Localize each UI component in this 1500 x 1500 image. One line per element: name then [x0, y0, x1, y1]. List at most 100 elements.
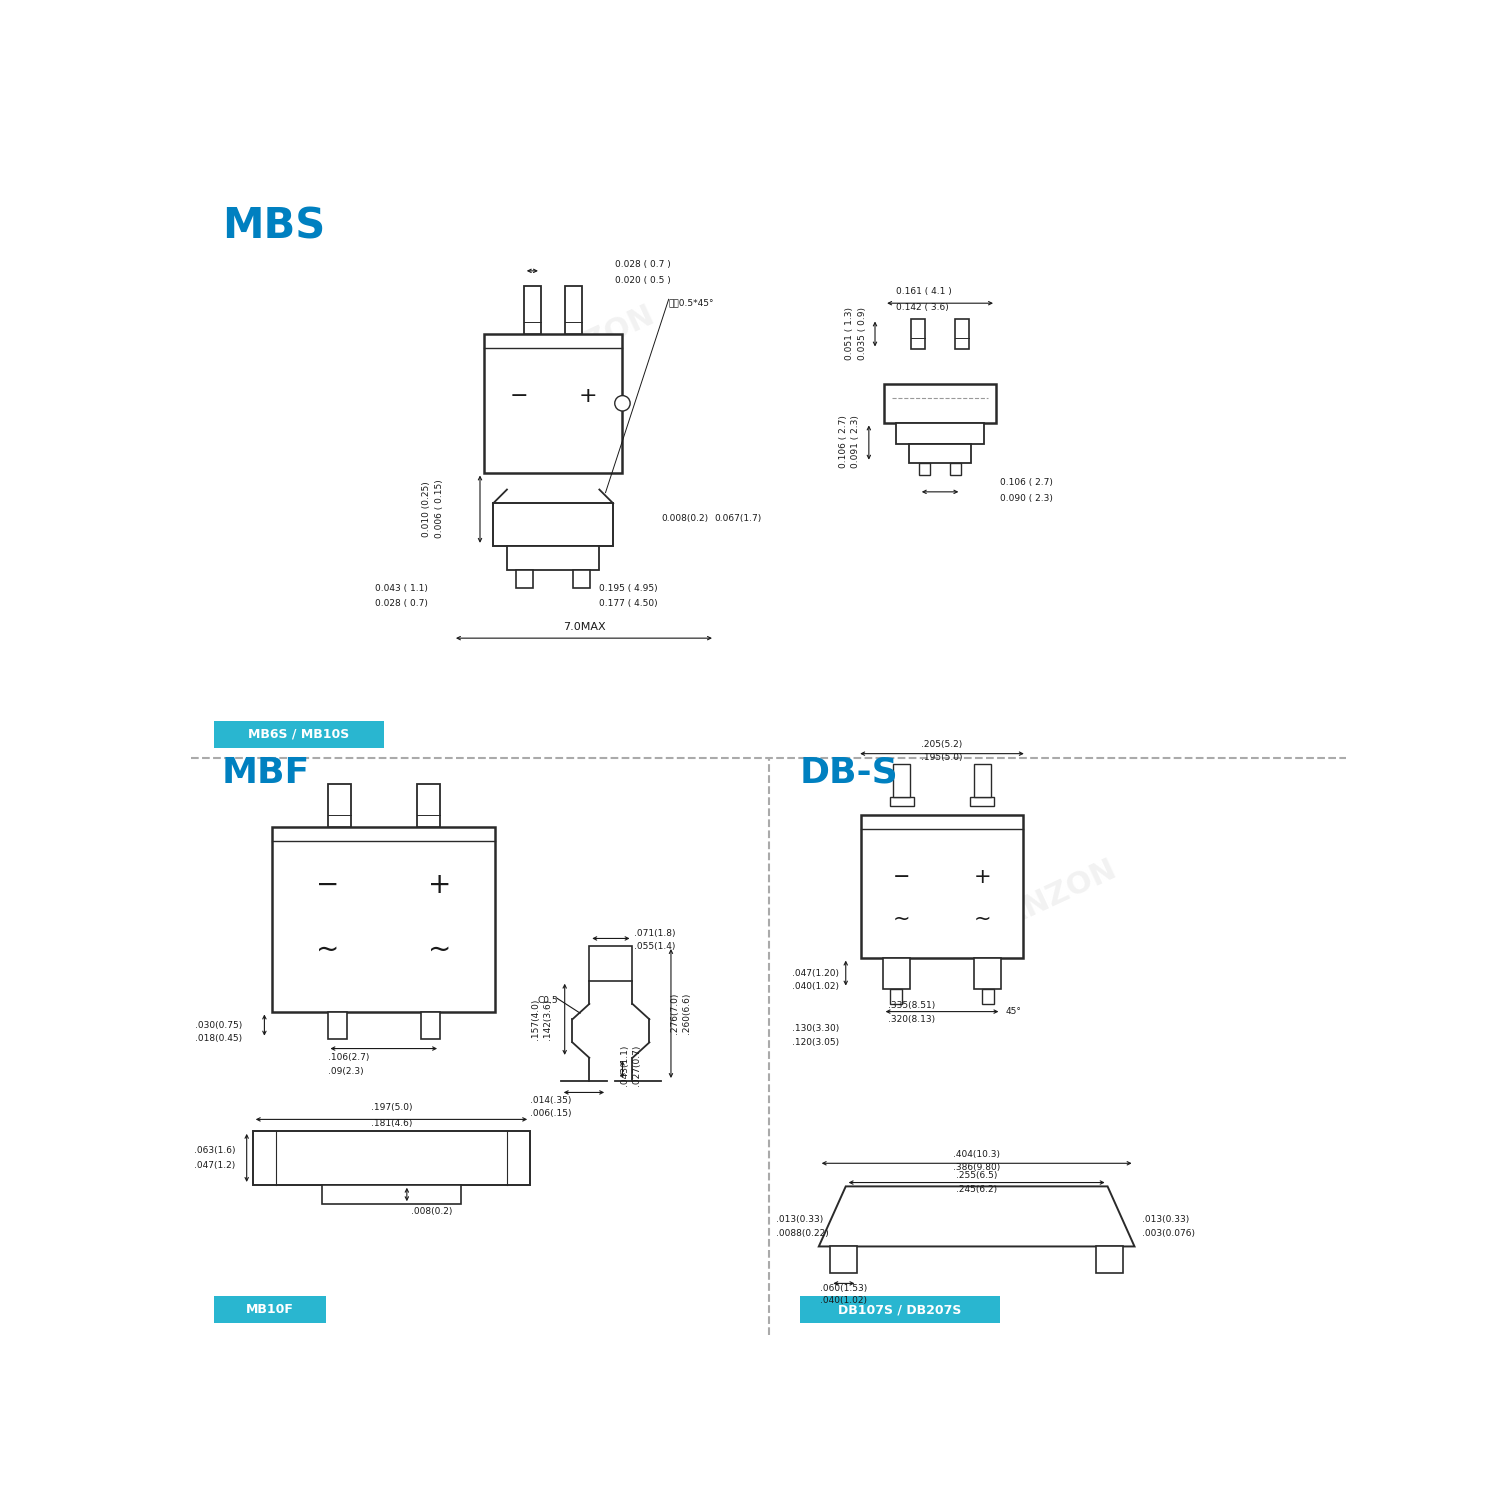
Text: 0.067(1.7): 0.067(1.7) [716, 514, 762, 523]
Bar [956, 318, 969, 350]
Text: .157(4.0): .157(4.0) [531, 999, 540, 1039]
Text: −: − [892, 867, 910, 886]
Bar [272, 827, 495, 1011]
Text: +: + [579, 386, 597, 405]
Text: MBS: MBS [222, 206, 326, 248]
Text: .030(0.75): .030(0.75) [195, 1022, 243, 1031]
Text: .013(0.33): .013(0.33) [1142, 1215, 1190, 1224]
Text: .006(.15): .006(.15) [530, 1108, 572, 1118]
Bar [573, 570, 590, 588]
Text: C0.5: C0.5 [537, 996, 558, 1005]
Text: .014(.35): .014(.35) [530, 1095, 572, 1104]
Circle shape [615, 396, 630, 411]
Text: ~: ~ [429, 936, 451, 964]
Bar [882, 957, 909, 988]
Bar [327, 784, 351, 826]
Text: .404(10.3): .404(10.3) [952, 1149, 1000, 1158]
Text: 0.106 ( 2.7): 0.106 ( 2.7) [839, 416, 848, 468]
Text: .055(1.4): .055(1.4) [634, 942, 675, 951]
Text: .386(9.80): .386(9.80) [952, 1162, 1000, 1172]
Text: 0.006 ( 0.15): 0.006 ( 0.15) [435, 480, 444, 538]
Text: 0.020 ( 0.5 ): 0.020 ( 0.5 ) [615, 276, 670, 285]
Text: .130(3.30): .130(3.30) [792, 1024, 838, 1033]
Text: .195(5.0): .195(5.0) [921, 753, 963, 762]
Text: 0.010 (0.25): 0.010 (0.25) [422, 482, 430, 537]
Text: −: − [316, 870, 339, 898]
Text: +: + [974, 867, 992, 886]
Text: .047(1.2): .047(1.2) [194, 1161, 236, 1170]
Bar [524, 286, 542, 334]
Text: 0.195 ( 4.95): 0.195 ( 4.95) [600, 584, 658, 592]
Bar [327, 1011, 346, 1038]
Bar [484, 334, 622, 472]
Text: .276(7.0): .276(7.0) [669, 993, 678, 1033]
Text: .255(6.5): .255(6.5) [956, 1172, 998, 1180]
Text: .071(1.8): .071(1.8) [634, 928, 675, 938]
Text: .043(1.1): .043(1.1) [621, 1046, 630, 1086]
Text: .120(3.05): .120(3.05) [792, 1038, 838, 1047]
Text: .09(2.3): .09(2.3) [327, 1066, 363, 1076]
Bar [951, 462, 962, 476]
Bar [214, 720, 384, 748]
Text: .018(0.45): .018(0.45) [195, 1034, 242, 1042]
Text: +: + [429, 870, 451, 898]
Bar [910, 318, 926, 350]
Text: .181(4.6): .181(4.6) [370, 1119, 413, 1128]
Text: .040(1.02): .040(1.02) [792, 982, 838, 992]
Text: MB6S / MB10S: MB6S / MB10S [249, 728, 350, 741]
Text: 0.035 ( 0.9): 0.035 ( 0.9) [858, 308, 867, 360]
Text: .335(8.51): .335(8.51) [888, 1000, 936, 1010]
Text: .027(0.7): .027(0.7) [632, 1046, 640, 1086]
Bar [590, 946, 633, 981]
Text: 0.051 ( 1.3): 0.051 ( 1.3) [844, 308, 853, 360]
Bar [920, 462, 930, 476]
Text: .003(0.076): .003(0.076) [1142, 1228, 1196, 1238]
Text: 倒角0.5*45°: 倒角0.5*45° [669, 298, 714, 307]
Bar [909, 444, 972, 462]
Bar [254, 1131, 530, 1185]
Text: DB-S: DB-S [800, 756, 898, 790]
Text: .047(1.20): .047(1.20) [792, 969, 838, 978]
Bar [800, 1296, 1000, 1323]
Text: 0.028 ( 0.7): 0.028 ( 0.7) [375, 598, 427, 608]
Text: .0088(0.22): .0088(0.22) [777, 1228, 830, 1238]
Text: MBF: MBF [222, 756, 310, 790]
Bar [322, 1185, 460, 1204]
Text: 0.028 ( 0.7 ): 0.028 ( 0.7 ) [615, 260, 670, 268]
Text: MB10F: MB10F [246, 1304, 294, 1316]
Bar [516, 570, 532, 588]
Text: CHANZON: CHANZON [324, 855, 490, 952]
Text: 0.043 ( 1.1): 0.043 ( 1.1) [375, 584, 427, 592]
Text: .013(0.33): .013(0.33) [777, 1215, 824, 1224]
Bar [831, 1246, 858, 1274]
Text: .197(5.0): .197(5.0) [370, 1104, 413, 1113]
Text: .205(5.2): .205(5.2) [921, 740, 963, 748]
Text: .040(1.02): .040(1.02) [821, 1296, 867, 1305]
Text: 0.090 ( 2.3): 0.090 ( 2.3) [999, 494, 1053, 502]
Text: .008(0.2): .008(0.2) [411, 1208, 452, 1216]
Bar [417, 784, 440, 826]
Text: CHANZON: CHANZON [956, 855, 1122, 952]
Bar [891, 988, 902, 1004]
Bar [896, 423, 984, 444]
Text: .320(8.13): .320(8.13) [888, 1016, 934, 1025]
Text: .245(6.2): .245(6.2) [956, 1185, 998, 1194]
Text: ~: ~ [316, 936, 339, 964]
Bar [885, 384, 996, 423]
Text: 45°: 45° [1005, 1007, 1022, 1016]
Bar [890, 796, 915, 806]
Bar [861, 816, 1023, 957]
Text: ~: ~ [974, 909, 992, 928]
Text: 0.091 ( 2.3): 0.091 ( 2.3) [852, 416, 861, 468]
Polygon shape [819, 1186, 1134, 1246]
Bar [974, 765, 990, 796]
Text: .106(2.7): .106(2.7) [327, 1053, 369, 1062]
Bar [494, 504, 614, 546]
Text: −: − [509, 386, 528, 405]
Bar [975, 957, 1002, 988]
Text: .063(1.6): .063(1.6) [194, 1146, 236, 1155]
Text: .060(1.53): .060(1.53) [821, 1284, 867, 1293]
Bar [969, 796, 994, 806]
Text: .260(6.6): .260(6.6) [682, 993, 692, 1033]
Text: CHANZON: CHANZON [494, 300, 660, 399]
